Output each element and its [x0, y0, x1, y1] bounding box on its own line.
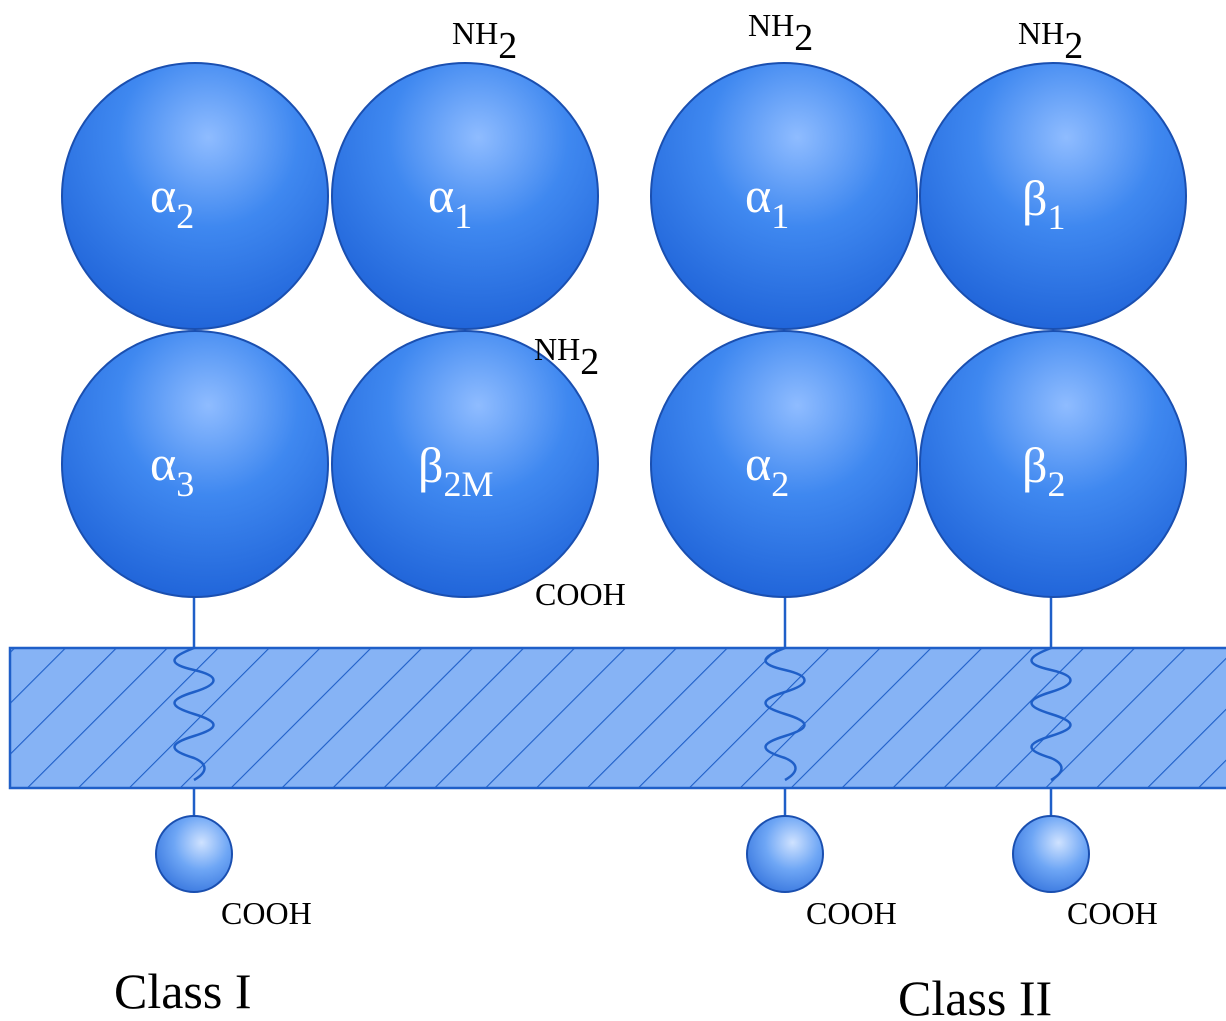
class-one-beta2m-label: β2M	[418, 437, 493, 504]
class-one-nh2-beta2m: NH2	[534, 331, 599, 383]
class-labels: Class I Class II	[114, 963, 1052, 1021]
class-one-cooh-tail: COOH	[221, 895, 312, 931]
class-two-label: Class II	[898, 970, 1052, 1021]
class-one-label: Class I	[114, 963, 252, 1019]
class-two-nh2-beta: NH2	[1018, 15, 1083, 67]
class-two-beta-tm-helix	[1030, 646, 1072, 782]
class-one-alpha1-domain	[331, 62, 599, 330]
class-two-beta2-label: β2	[1022, 437, 1065, 504]
class-one-alpha3-label: α3	[150, 435, 194, 504]
class-two-beta1-domain	[919, 62, 1187, 330]
class-one-alpha2-domain	[61, 62, 329, 330]
class-two-nh2-alpha: NH2	[748, 7, 813, 59]
class-two-alpha2-label: α2	[745, 435, 789, 504]
class-two-beta1-label: β1	[1022, 170, 1065, 237]
domain-labels: α2 α1 α3 β2M α1 β1 α2 β2	[150, 167, 1065, 504]
class-one-alpha3-domain	[61, 330, 329, 598]
class-two-cooh-alpha-tail: COOH	[806, 895, 897, 931]
class-two-molecule	[650, 62, 1187, 893]
class-two-beta-cytoplasmic-tail	[1012, 815, 1090, 893]
class-two-alpha-tm-helix	[764, 646, 806, 782]
class-one-tm-helix	[173, 646, 215, 782]
class-two-alpha1-domain	[650, 62, 918, 330]
class-two-beta2-domain	[919, 330, 1187, 598]
class-two-cooh-beta-tail: COOH	[1067, 895, 1158, 931]
class-two-alpha2-domain	[650, 330, 918, 598]
transmembrane-anchors	[173, 590, 1072, 818]
class-one-beta2m-domain	[331, 330, 599, 598]
terminus-labels: NH2 NH2 COOH COOH NH2 NH2 COOH COOH	[221, 7, 1158, 931]
cell-membrane	[8, 646, 1226, 790]
class-one-nh2-top: NH2	[452, 15, 517, 67]
class-one-alpha1-label: α1	[428, 167, 472, 236]
class-one-cytoplasmic-tail	[155, 815, 233, 893]
class-two-alpha1-label: α1	[745, 167, 789, 236]
class-one-molecule	[61, 62, 599, 893]
class-one-cooh-beta2m: COOH	[535, 576, 626, 612]
class-one-alpha2-label: α2	[150, 167, 194, 236]
class-two-alpha-cytoplasmic-tail	[746, 815, 824, 893]
